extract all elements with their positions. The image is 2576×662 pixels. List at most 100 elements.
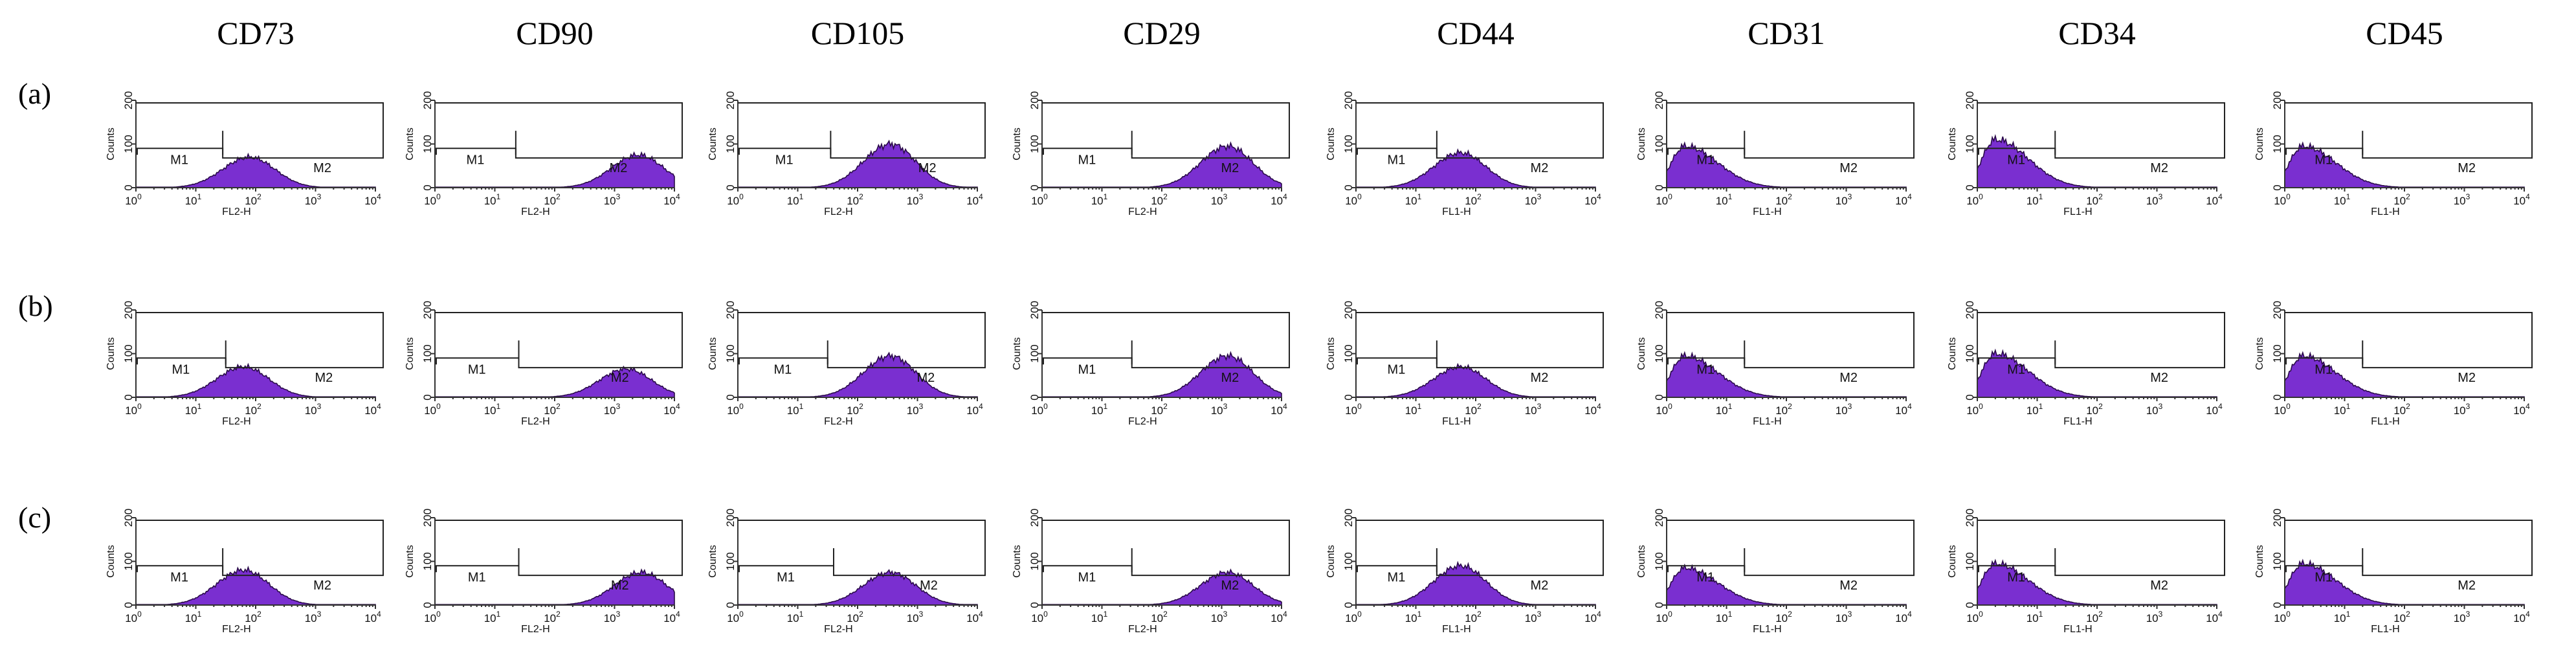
x-tick-label: 103: [1836, 610, 1852, 624]
y-tick-label: 0: [421, 184, 434, 190]
y-tick-label: 200: [1653, 91, 1665, 109]
column-title-cd90: CD90: [516, 15, 593, 51]
y-tick-label: 100: [1964, 552, 1976, 570]
gate-label-m1: M1: [468, 362, 486, 377]
y-axis-label: Counts: [1947, 545, 1958, 578]
row-label-1: (a): [18, 77, 51, 110]
gate-all: [1356, 520, 1604, 576]
gate-label-m2: M2: [1221, 579, 1239, 593]
x-tick-label: 103: [1211, 402, 1228, 417]
x-tick-label: 104: [2206, 402, 2223, 417]
x-tick-label: 102: [245, 402, 261, 417]
panel-3-cd90: 0 100 200 Counts 100 101 102 103 104 FL2-H M1 M2: [405, 509, 683, 635]
gate-label-m2: M2: [2458, 161, 2476, 175]
gate-all: [1977, 102, 2225, 159]
x-tick-label: 104: [966, 610, 983, 624]
x-tick-label: 101: [787, 192, 804, 207]
x-tick-label: 101: [1716, 402, 1733, 417]
x-axis-label: FL2-H: [1128, 416, 1157, 427]
x-tick-label: 104: [1895, 402, 1912, 417]
x-tick-label: 100: [727, 402, 744, 417]
y-tick-label: 200: [2271, 509, 2283, 527]
column-title-cd31: CD31: [1748, 15, 1825, 51]
y-axis-label: Counts: [1947, 127, 1958, 160]
x-tick-label: 100: [1031, 610, 1048, 624]
y-tick-label: 100: [1964, 344, 1976, 362]
y-tick-label: 100: [421, 552, 434, 570]
x-tick-label: 100: [1966, 192, 1983, 207]
x-axis-label: FL1-H: [1442, 206, 1471, 217]
x-tick-label: 101: [2026, 402, 2043, 417]
y-tick-label: 100: [2271, 552, 2283, 570]
y-axis-label: Counts: [405, 127, 416, 160]
column-title-cd29: CD29: [1123, 15, 1200, 51]
gate-m2: [222, 131, 384, 159]
x-tick-label: 104: [364, 610, 381, 624]
x-tick-label: 103: [2146, 402, 2163, 417]
y-tick-label: 0: [1342, 184, 1355, 190]
column-title-cd44: CD44: [1437, 15, 1514, 51]
x-tick-label: 101: [2334, 402, 2351, 417]
y-axis-label: Counts: [707, 127, 718, 160]
x-tick-label: 103: [305, 192, 322, 207]
y-tick-label: 100: [122, 135, 135, 153]
x-axis-label: FL1-H: [2371, 416, 2399, 427]
y-tick-label: 200: [122, 509, 135, 527]
x-tick-label: 100: [727, 610, 744, 624]
gate-all: [2285, 102, 2533, 159]
x-tick-label: 101: [185, 192, 202, 207]
x-tick-label: 100: [1345, 402, 1362, 417]
gate-label-m2: M2: [611, 579, 629, 593]
x-tick-label: 103: [1211, 610, 1228, 624]
gate-m2: [2054, 548, 2225, 577]
x-tick-label: 101: [1091, 192, 1108, 207]
y-tick-label: 0: [1028, 602, 1041, 608]
x-axis-label: FL2-H: [222, 624, 250, 635]
y-tick-label: 0: [724, 394, 737, 400]
y-axis-label: Counts: [1012, 545, 1023, 578]
gate-label-m1: M1: [773, 362, 792, 377]
gate-label-m2: M2: [1531, 579, 1549, 593]
x-tick-label: 104: [663, 610, 680, 624]
gate-m2: [2362, 548, 2533, 577]
y-tick-label: 200: [1342, 301, 1355, 319]
y-tick-label: 0: [2271, 184, 2283, 190]
x-axis-label: FL1-H: [1753, 624, 1781, 635]
y-tick-label: 0: [1964, 184, 1976, 190]
y-axis-label: Counts: [1947, 337, 1958, 370]
x-tick-label: 104: [2206, 610, 2223, 624]
x-axis-label: FL2-H: [222, 206, 250, 217]
x-tick-label: 101: [185, 610, 202, 624]
y-tick-label: 200: [1964, 509, 1976, 527]
y-tick-label: 100: [1342, 344, 1355, 362]
panel-1-cd105: 0 100 200 Counts 100 101 102 103 104 FL2-H M1 M2: [707, 91, 986, 217]
panel-3-cd34: 0 100 200 Counts 100 101 102 103 104 FL1-H M1 M2: [1947, 509, 2225, 635]
x-tick-label: 101: [787, 610, 804, 624]
gate-label-m2: M2: [2458, 371, 2476, 385]
gate-label-m2: M2: [1839, 579, 1858, 593]
gate-label-m2: M2: [2150, 579, 2168, 593]
x-tick-label: 101: [185, 402, 202, 417]
gate-all: [1042, 520, 1290, 576]
gate-label-m2: M2: [611, 371, 629, 385]
gate-all: [136, 520, 384, 576]
y-tick-label: 100: [421, 344, 434, 362]
x-tick-label: 102: [2393, 402, 2410, 417]
x-tick-label: 101: [484, 192, 501, 207]
y-tick-label: 200: [1028, 301, 1041, 319]
x-tick-label: 101: [484, 610, 501, 624]
x-tick-label: 103: [1836, 402, 1852, 417]
y-tick-label: 100: [1653, 552, 1665, 570]
row-label-2: (b): [18, 289, 53, 322]
gate-label-m1: M1: [2315, 362, 2333, 377]
gate-label-m2: M2: [2150, 161, 2168, 175]
x-tick-label: 102: [2086, 192, 2103, 207]
column-title-cd34: CD34: [2058, 15, 2135, 51]
gate-label-m1: M1: [468, 570, 486, 584]
y-tick-label: 200: [1342, 91, 1355, 109]
gate-all: [1356, 102, 1604, 159]
x-tick-label: 101: [1716, 192, 1733, 207]
row-label-3: (c): [18, 501, 51, 534]
y-tick-label: 200: [1964, 91, 1976, 109]
